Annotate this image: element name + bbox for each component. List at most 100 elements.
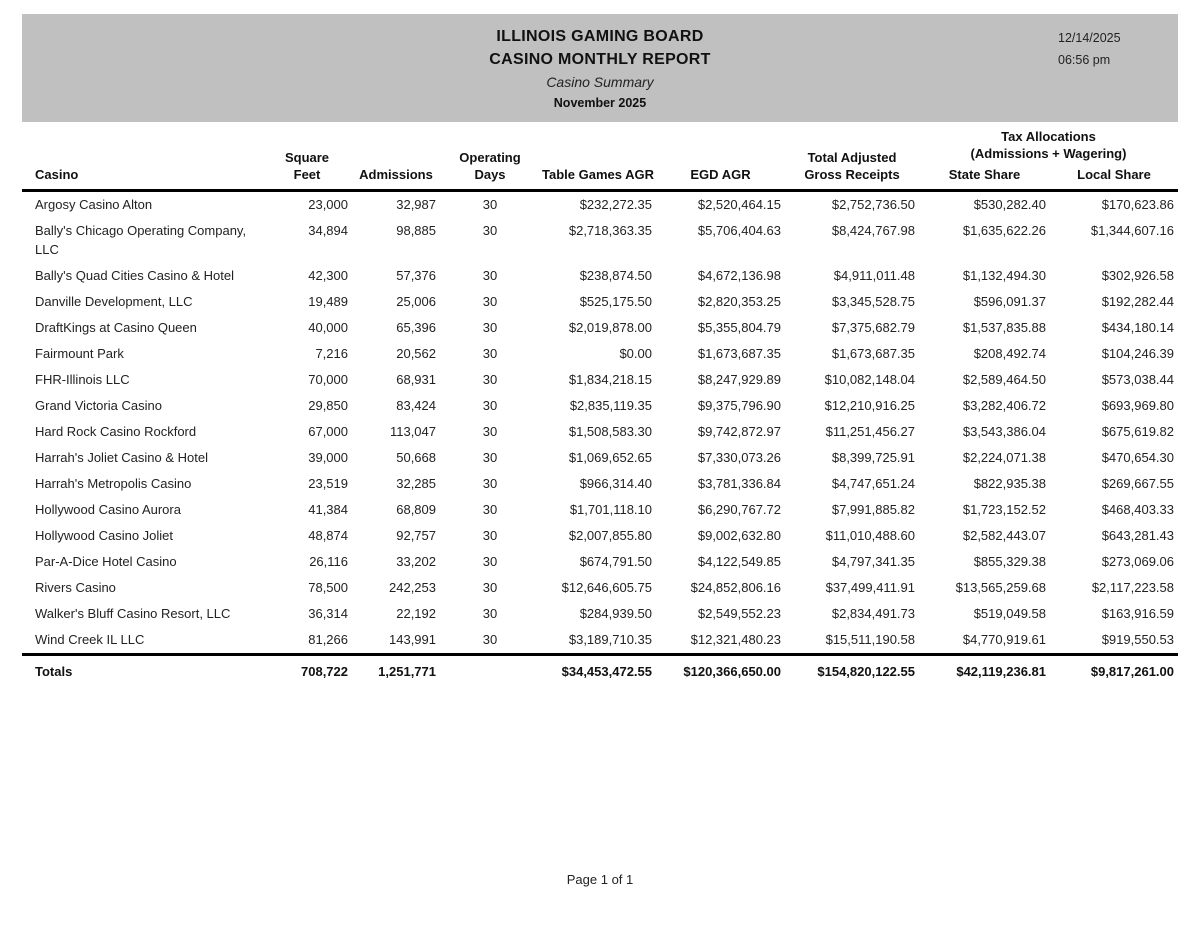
casino-row: Danville Development, LLC 19,489 25,006 … <box>22 289 1178 315</box>
cell-egd-agr: $12,321,480.23 <box>690 632 781 647</box>
cell-table-games-agr: $1,069,652.65 <box>568 450 652 465</box>
cell-operating-days: 30 <box>482 476 498 491</box>
cell-square-feet: 81,266 <box>308 632 348 647</box>
cell-state-share: $208,492.74 <box>973 346 1046 361</box>
cell-square-feet: 23,519 <box>308 476 348 491</box>
cell-egd-agr: $3,781,336.84 <box>697 476 781 491</box>
cell-admissions: 242,253 <box>389 580 436 595</box>
cell-casino-name: Walker's Bluff Casino Resort, LLC <box>35 606 231 621</box>
cell-operating-days: 30 <box>482 223 498 238</box>
cell-total-adjusted-gross-receipts: $4,911,011.48 <box>833 268 915 283</box>
cell-operating-days: 30 <box>482 372 498 387</box>
cell-state-share: $596,091.37 <box>973 294 1046 309</box>
cell-state-share: $4,770,919.61 <box>962 632 1046 647</box>
cell-total-adjusted-gross-receipts: $8,424,767.98 <box>831 223 915 238</box>
casino-row: Rivers Casino 78,500 242,253 30 $12,646,… <box>22 575 1178 601</box>
cell-total-adjusted-gross-receipts: $8,399,725.91 <box>831 450 915 465</box>
header-operating-days: Operating Days <box>440 124 540 192</box>
cell-casino-name: FHR-Illinois LLC <box>35 372 130 387</box>
cell-casino-name: Harrah's Metropolis Casino <box>35 476 192 491</box>
header-total-adjusted-gross-receipts: Total Adjusted Gross Receipts <box>785 124 919 192</box>
cell-table-games-agr: $1,701,118.10 <box>569 502 652 517</box>
table-footer: Totals 708,722 1,251,771 $34,453,472.55 … <box>22 653 1178 689</box>
cell-admissions: 92,757 <box>396 528 436 543</box>
cell-square-feet: 34,894 <box>308 223 348 238</box>
cell-state-share: $13,565,259.68 <box>955 580 1046 595</box>
cell-egd-agr: $7,330,073.26 <box>697 450 781 465</box>
cell-admissions: 68,931 <box>396 372 436 387</box>
header-casino: Casino <box>22 124 262 192</box>
totals-local-share: $9,817,261.00 <box>1050 653 1178 689</box>
casino-row: Fairmount Park 7,216 20,562 30 $0.00 $1,… <box>22 341 1178 367</box>
cell-square-feet: 41,384 <box>308 502 348 517</box>
cell-operating-days: 30 <box>482 554 498 569</box>
cell-egd-agr: $4,672,136.98 <box>697 268 781 283</box>
cell-local-share: $643,281.43 <box>1101 528 1174 543</box>
cell-operating-days: 30 <box>482 502 498 517</box>
cell-egd-agr: $6,290,767.72 <box>697 502 781 517</box>
cell-egd-agr: $9,002,632.80 <box>697 528 781 543</box>
cell-total-adjusted-gross-receipts: $7,375,682.79 <box>831 320 915 335</box>
cell-table-games-agr: $2,718,363.35 <box>568 223 652 238</box>
cell-operating-days: 30 <box>482 580 498 595</box>
totals-admissions: 1,251,771 <box>352 653 440 689</box>
cell-egd-agr: $9,742,872.97 <box>697 424 781 439</box>
cell-table-games-agr: $1,834,218.15 <box>568 372 652 387</box>
cell-state-share: $3,282,406.72 <box>962 398 1046 413</box>
cell-egd-agr: $9,375,796.90 <box>697 398 781 413</box>
report-title-line1: ILLINOIS GAMING BOARD <box>496 28 704 45</box>
header-tax-allocations-group: Tax Allocations (Admissions + Wagering) <box>970 129 1127 161</box>
cell-operating-days: 30 <box>482 632 498 647</box>
cell-total-adjusted-gross-receipts: $37,499,411.91 <box>825 580 915 595</box>
casino-row: Wind Creek IL LLC 81,266 143,991 30 $3,1… <box>22 627 1178 655</box>
cell-local-share: $302,926.58 <box>1101 268 1174 283</box>
cell-table-games-agr: $966,314.40 <box>579 476 652 491</box>
cell-admissions: 20,562 <box>396 346 436 361</box>
totals-state-share: $42,119,236.81 <box>919 653 1050 689</box>
cell-local-share: $192,282.44 <box>1101 294 1174 309</box>
cell-admissions: 65,396 <box>396 320 436 335</box>
cell-admissions: 32,987 <box>396 197 436 212</box>
totals-square-feet: 708,722 <box>262 653 352 689</box>
header-egd-agr: EGD AGR <box>656 124 785 192</box>
cell-local-share: $468,403.33 <box>1101 502 1174 517</box>
cell-egd-agr: $4,122,549.85 <box>697 554 781 569</box>
cell-state-share: $530,282.40 <box>973 197 1046 212</box>
cell-casino-name: Danville Development, LLC <box>35 294 193 309</box>
cell-square-feet: 48,874 <box>308 528 348 543</box>
cell-casino-name: Par-A-Dice Hotel Casino <box>35 554 177 569</box>
cell-state-share: $519,049.58 <box>973 606 1046 621</box>
cell-table-games-agr: $0.00 <box>619 346 652 361</box>
cell-operating-days: 30 <box>482 528 498 543</box>
cell-admissions: 98,885 <box>396 223 436 238</box>
cell-total-adjusted-gross-receipts: $2,752,736.50 <box>831 197 915 212</box>
totals-table-games-agr: $34,453,472.55 <box>540 653 656 689</box>
cell-table-games-agr: $238,874.50 <box>579 268 652 283</box>
cell-admissions: 83,424 <box>396 398 436 413</box>
totals-label: Totals <box>22 653 262 689</box>
cell-square-feet: 40,000 <box>308 320 348 335</box>
cell-casino-name: Harrah's Joliet Casino & Hotel <box>35 450 208 465</box>
cell-table-games-agr: $674,791.50 <box>579 554 652 569</box>
cell-table-games-agr: $2,835,119.35 <box>569 398 652 413</box>
cell-admissions: 57,376 <box>396 268 436 283</box>
cell-casino-name: Hollywood Casino Joliet <box>35 528 174 543</box>
casino-row: Bally's Chicago Operating Company, LLC 3… <box>22 218 1178 263</box>
cell-casino-name: Hard Rock Casino Rockford <box>35 424 197 439</box>
cell-admissions: 22,192 <box>396 606 436 621</box>
cell-local-share: $1,344,607.16 <box>1090 223 1174 238</box>
report-title-line2: CASINO MONTHLY REPORT <box>489 51 711 68</box>
totals-egd-agr: $120,366,650.00 <box>656 653 785 689</box>
header-square-feet: Square Feet <box>262 124 352 192</box>
cell-casino-name: Fairmount Park <box>35 346 124 361</box>
cell-table-games-agr: $12,646,605.75 <box>561 580 652 595</box>
cell-local-share: $675,619.82 <box>1101 424 1174 439</box>
cell-local-share: $269,667.55 <box>1101 476 1174 491</box>
cell-table-games-agr: $232,272.35 <box>579 197 652 212</box>
cell-total-adjusted-gross-receipts: $15,511,190.58 <box>825 632 915 647</box>
cell-egd-agr: $2,820,353.25 <box>697 294 781 309</box>
cell-operating-days: 30 <box>482 398 498 413</box>
print-datetime-block: 12/14/2025 06:56 pm <box>1058 27 1121 71</box>
cell-operating-days: 30 <box>482 346 498 361</box>
cell-operating-days: 30 <box>482 606 498 621</box>
